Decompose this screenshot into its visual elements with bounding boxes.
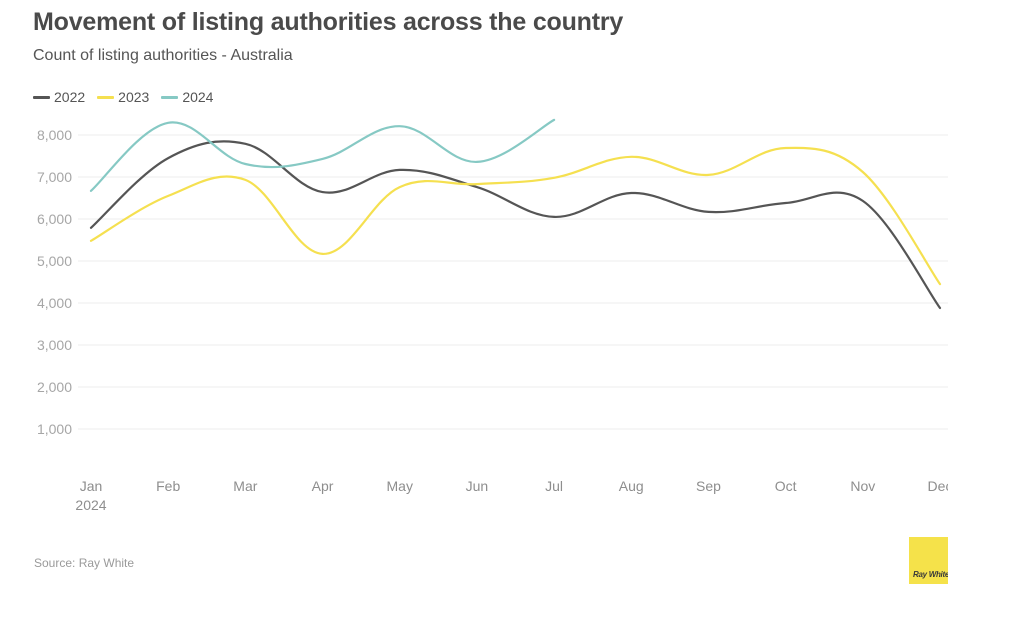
legend-label-2023: 2023	[118, 89, 150, 105]
series-line-2022[interactable]	[89, 140, 942, 310]
y-tick-label: 8,000	[37, 127, 72, 143]
legend-label-2022: 2022	[54, 89, 86, 105]
y-axis-labels: 1,000 2,000 3,000 4,000 5,000 6,000 7,000 8,000	[37, 127, 72, 437]
chart-subtitle: Count of listing authorities - Australia	[33, 47, 293, 64]
series-2022	[89, 140, 942, 310]
x-tick-label: Feb	[156, 478, 180, 494]
legend-swatch-2024	[161, 95, 179, 99]
series-line-2023[interactable]	[89, 146, 942, 286]
y-tick-label: 4,000	[37, 295, 72, 311]
x-tick-label: Aug	[619, 478, 644, 494]
legend: 2022 2023 2024	[33, 89, 225, 105]
y-tick-label: 7,000	[37, 169, 72, 185]
y-tick-label: 5,000	[37, 253, 72, 269]
ray-white-logo: Ray White	[909, 537, 948, 584]
source-note: Source: Ray White	[34, 556, 135, 570]
x-tick-label: Jan 2024	[75, 478, 106, 513]
x-tick-label: Apr	[312, 478, 334, 494]
legend-item-2022[interactable]: 2022	[33, 89, 85, 105]
x-tick-label: Sep	[696, 478, 721, 494]
legend-label-2024: 2024	[182, 89, 214, 105]
chart-title: Movement of listing authorities across t…	[33, 8, 624, 36]
y-tick-label: 6,000	[37, 211, 72, 227]
x-tick-label: Dec	[928, 478, 953, 494]
x-tick-label: Jul	[545, 478, 563, 494]
y-tick-label: 1,000	[37, 421, 72, 437]
series-2024	[89, 118, 556, 192]
x-tick-label: Mar	[233, 478, 257, 494]
gridlines	[78, 134, 948, 430]
x-tick-label: Nov	[850, 478, 875, 494]
legend-item-2023[interactable]: 2023	[97, 89, 149, 105]
legend-item-2024[interactable]: 2024	[161, 89, 213, 105]
x-tick-label: Jun	[466, 478, 489, 494]
legend-swatch-2023	[97, 95, 115, 99]
x-axis-labels: Jan 2024 Feb Mar Apr May Jun Jul Aug Sep Oct Nov Dec	[75, 478, 953, 513]
series-lines	[89, 118, 942, 310]
y-tick-label: 3,000	[37, 337, 72, 353]
series-line-2024[interactable]	[89, 118, 556, 192]
y-tick-label: 2,000	[37, 379, 72, 395]
legend-swatch-2022	[33, 95, 50, 99]
logo-text: Ray White	[913, 570, 948, 579]
x-tick-label: Oct	[775, 478, 797, 494]
series-2023	[89, 146, 942, 286]
x-tick-label: May	[387, 478, 413, 494]
